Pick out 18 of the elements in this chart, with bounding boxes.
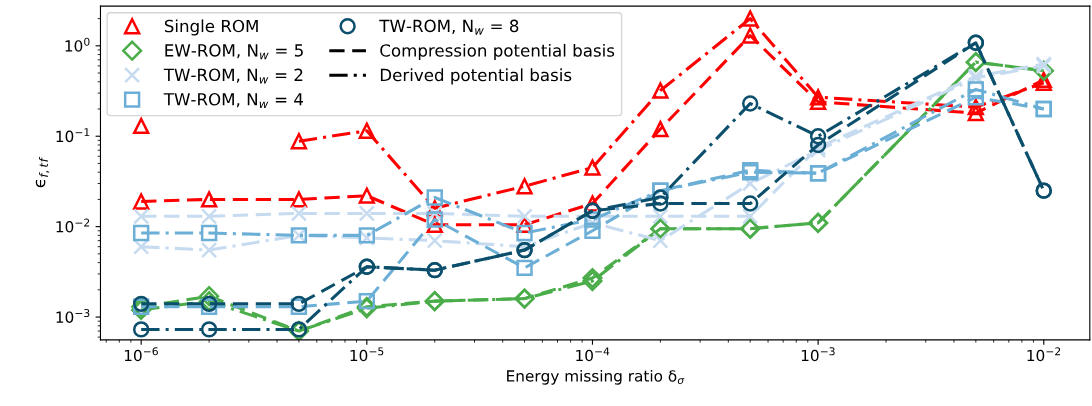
legend-label: TW-ROM, N$_{w}$ = 4 [163, 92, 303, 109]
legend-label: TW-ROM, N$_{w}$ = 2 [163, 68, 303, 84]
legend-label: Single ROM [164, 19, 258, 36]
y-tick-label: 10$^{−1}$ [56, 128, 90, 143]
x-tick-label: 10$^{−3}$ [801, 347, 835, 362]
y-tick-label: 10$^{−2}$ [56, 218, 90, 233]
y-tick-label: 10$^{−3}$ [56, 308, 90, 323]
y-axis-title: ϵ$_{f,tf}$ [35, 156, 50, 188]
x-tick-label: 10$^{−5}$ [350, 347, 384, 362]
x-tick-label: 10$^{−2}$ [1027, 347, 1061, 362]
legend-label: Derived potential basis [380, 68, 572, 85]
x-axis-title: Energy missing ratio δ$_{σ}$ [507, 369, 685, 385]
y-tick-label: 10$^{0}$ [65, 37, 90, 52]
legend-label: Compression potential basis [380, 43, 615, 61]
x-tick-label: 10$^{−6}$ [124, 347, 158, 362]
x-tick-label: 10$^{−4}$ [576, 347, 610, 362]
legend-label: TW-ROM, N$_{w}$ = 8 [379, 19, 519, 35]
legend-label: EW-ROM, N$_{w}$ = 5 [165, 44, 303, 60]
